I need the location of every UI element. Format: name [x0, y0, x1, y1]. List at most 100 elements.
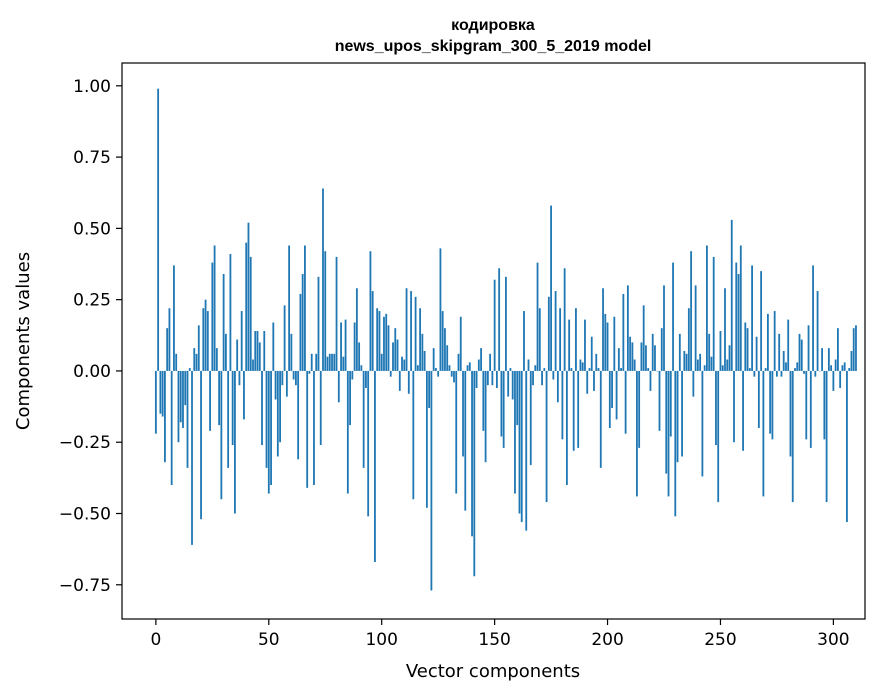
bar-23: [206, 311, 209, 371]
bar-99: [378, 311, 381, 371]
bar-303: [839, 370, 842, 389]
y-axis-label: Components values: [13, 252, 34, 430]
bar-55: [279, 370, 281, 443]
bar-39: [243, 370, 245, 420]
bar-178: [556, 370, 559, 403]
bar-253: [726, 359, 729, 371]
bar-27: [215, 348, 218, 371]
bar-109: [401, 356, 403, 371]
bar-88: [353, 322, 356, 371]
bar-259: [739, 245, 742, 371]
bar-17: [193, 348, 196, 371]
bar-230: [674, 370, 677, 517]
bar-243: [703, 365, 706, 371]
bar-140: [471, 370, 473, 537]
bar-199: [604, 313, 607, 371]
bar-229: [672, 262, 674, 371]
bar-164: [525, 370, 528, 531]
x-tick-label: 100: [365, 630, 397, 650]
bar-129: [446, 345, 449, 371]
bar-211: [631, 342, 634, 371]
bar-47: [261, 370, 263, 446]
bar-96: [371, 291, 374, 371]
bar-163: [523, 311, 525, 371]
bar-266: [755, 336, 758, 371]
bar-271: [766, 313, 769, 371]
bar-297: [825, 370, 828, 503]
bar-158: [511, 370, 514, 400]
bar-126: [439, 248, 442, 371]
bar-119: [423, 350, 426, 371]
bar-165: [527, 359, 530, 371]
bar-95: [369, 251, 372, 371]
bar-60: [290, 333, 293, 371]
bar-130: [448, 365, 451, 371]
bar-74: [322, 188, 324, 371]
bar-103: [387, 325, 390, 371]
bar-28: [218, 370, 221, 426]
bar-19: [197, 325, 200, 371]
bar-44: [254, 331, 257, 371]
bar-81: [337, 370, 340, 403]
bar-29: [220, 370, 223, 500]
bar-161: [518, 370, 521, 514]
bars-group: [154, 88, 857, 591]
bar-166: [529, 370, 532, 466]
bar-32: [227, 370, 230, 468]
bar-25: [211, 262, 214, 371]
bar-1: [157, 88, 160, 371]
bar-40: [245, 242, 248, 371]
bar-69: [310, 353, 313, 371]
bar-238: [692, 370, 695, 397]
bar-171: [541, 370, 543, 386]
x-tick-label: 0: [150, 630, 161, 650]
y-tick-label: −0.50: [59, 505, 111, 525]
bar-191: [586, 370, 589, 394]
bar-262: [746, 328, 749, 371]
bar-15: [188, 368, 191, 371]
bar-90: [358, 342, 361, 371]
bar-177: [554, 291, 557, 371]
bar-85: [346, 370, 349, 494]
bar-209: [626, 285, 629, 371]
bar-110: [403, 359, 406, 371]
bar-244: [706, 245, 708, 371]
bar-188: [579, 359, 582, 371]
bar-66: [304, 245, 306, 371]
bar-214: [638, 370, 641, 448]
bar-62: [294, 370, 297, 386]
bar-305: [843, 362, 846, 371]
bar-71: [315, 353, 318, 371]
bar-30: [222, 273, 225, 371]
bar-215: [640, 342, 643, 371]
bar-58: [285, 370, 288, 397]
bar-182: [565, 370, 568, 485]
bar-41: [247, 222, 250, 371]
x-tick-label: 200: [591, 630, 623, 650]
bar-86: [349, 370, 351, 426]
x-tick-label: 250: [704, 630, 736, 650]
bar-36: [236, 339, 239, 371]
bar-288: [805, 370, 808, 440]
x-tick-label: 150: [478, 630, 510, 650]
bar-251: [721, 365, 724, 371]
bar-277: [780, 370, 783, 377]
bar-309: [852, 328, 855, 371]
bar-270: [764, 368, 767, 371]
bar-54: [276, 370, 279, 457]
bar-0: [154, 370, 157, 434]
bar-11: [179, 370, 182, 423]
bar-122: [430, 370, 433, 591]
bar-79: [333, 353, 336, 371]
bar-136: [462, 370, 464, 457]
bar-250: [719, 331, 722, 371]
bar-108: [398, 370, 401, 391]
bar-278: [782, 350, 785, 371]
bar-258: [737, 273, 740, 371]
bar-293: [816, 291, 819, 371]
bar-112: [407, 370, 410, 394]
bar-173: [545, 370, 548, 503]
bar-269: [762, 370, 765, 497]
bar-102: [385, 313, 388, 371]
bar-296: [823, 370, 826, 440]
